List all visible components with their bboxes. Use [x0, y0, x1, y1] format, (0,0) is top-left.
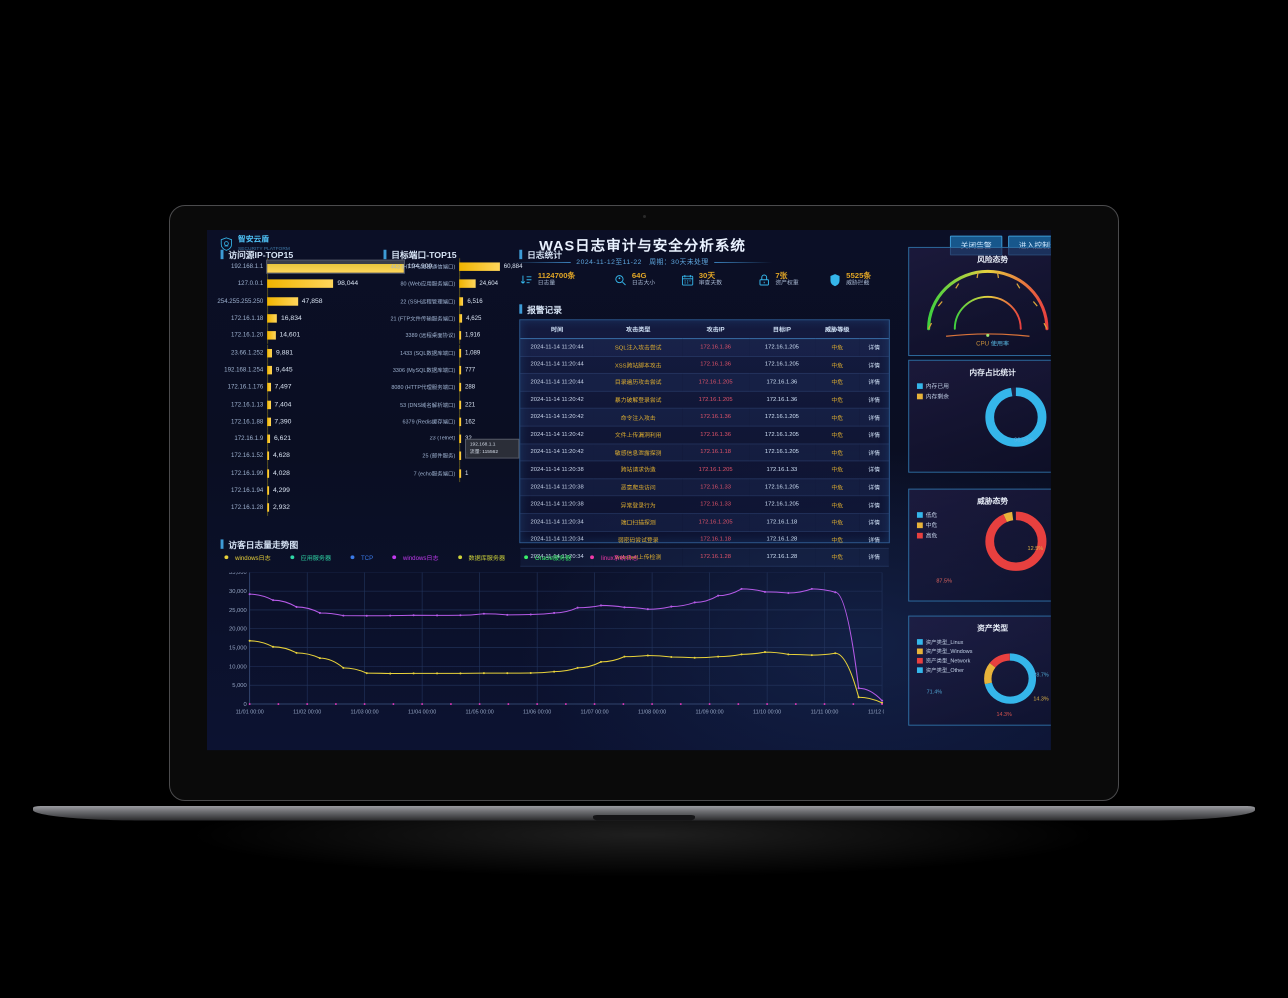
- svg-text:5,000: 5,000: [232, 683, 247, 689]
- svg-text:35,000: 35,000: [229, 572, 247, 576]
- svg-text:25,000: 25,000: [229, 608, 247, 614]
- svg-text:11/07 00:00: 11/07 00:00: [580, 709, 608, 715]
- svg-text:11/06 00:00: 11/06 00:00: [523, 709, 551, 715]
- svg-text:11/10 00:00: 11/10 00:00: [753, 709, 781, 715]
- svg-text:11/11 00:00: 11/11 00:00: [811, 709, 839, 715]
- svg-text:11/02 00:00: 11/02 00:00: [293, 709, 321, 715]
- svg-text:11/09 00:00: 11/09 00:00: [696, 709, 724, 715]
- svg-text:30,000: 30,000: [229, 589, 247, 595]
- svg-text:15,000: 15,000: [229, 646, 247, 652]
- svg-text:11/03 00:00: 11/03 00:00: [351, 709, 379, 715]
- svg-text:11/12 00:00: 11/12 00:00: [868, 709, 884, 715]
- svg-text:11/01 00:00: 11/01 00:00: [236, 709, 264, 715]
- svg-text:20,000: 20,000: [229, 627, 247, 633]
- svg-text:11/04 00:00: 11/04 00:00: [408, 709, 436, 715]
- svg-text:11/05 00:00: 11/05 00:00: [466, 709, 494, 715]
- svg-text:0: 0: [244, 702, 247, 708]
- svg-text:10,000: 10,000: [229, 664, 247, 670]
- svg-text:11/08 00:00: 11/08 00:00: [638, 709, 666, 715]
